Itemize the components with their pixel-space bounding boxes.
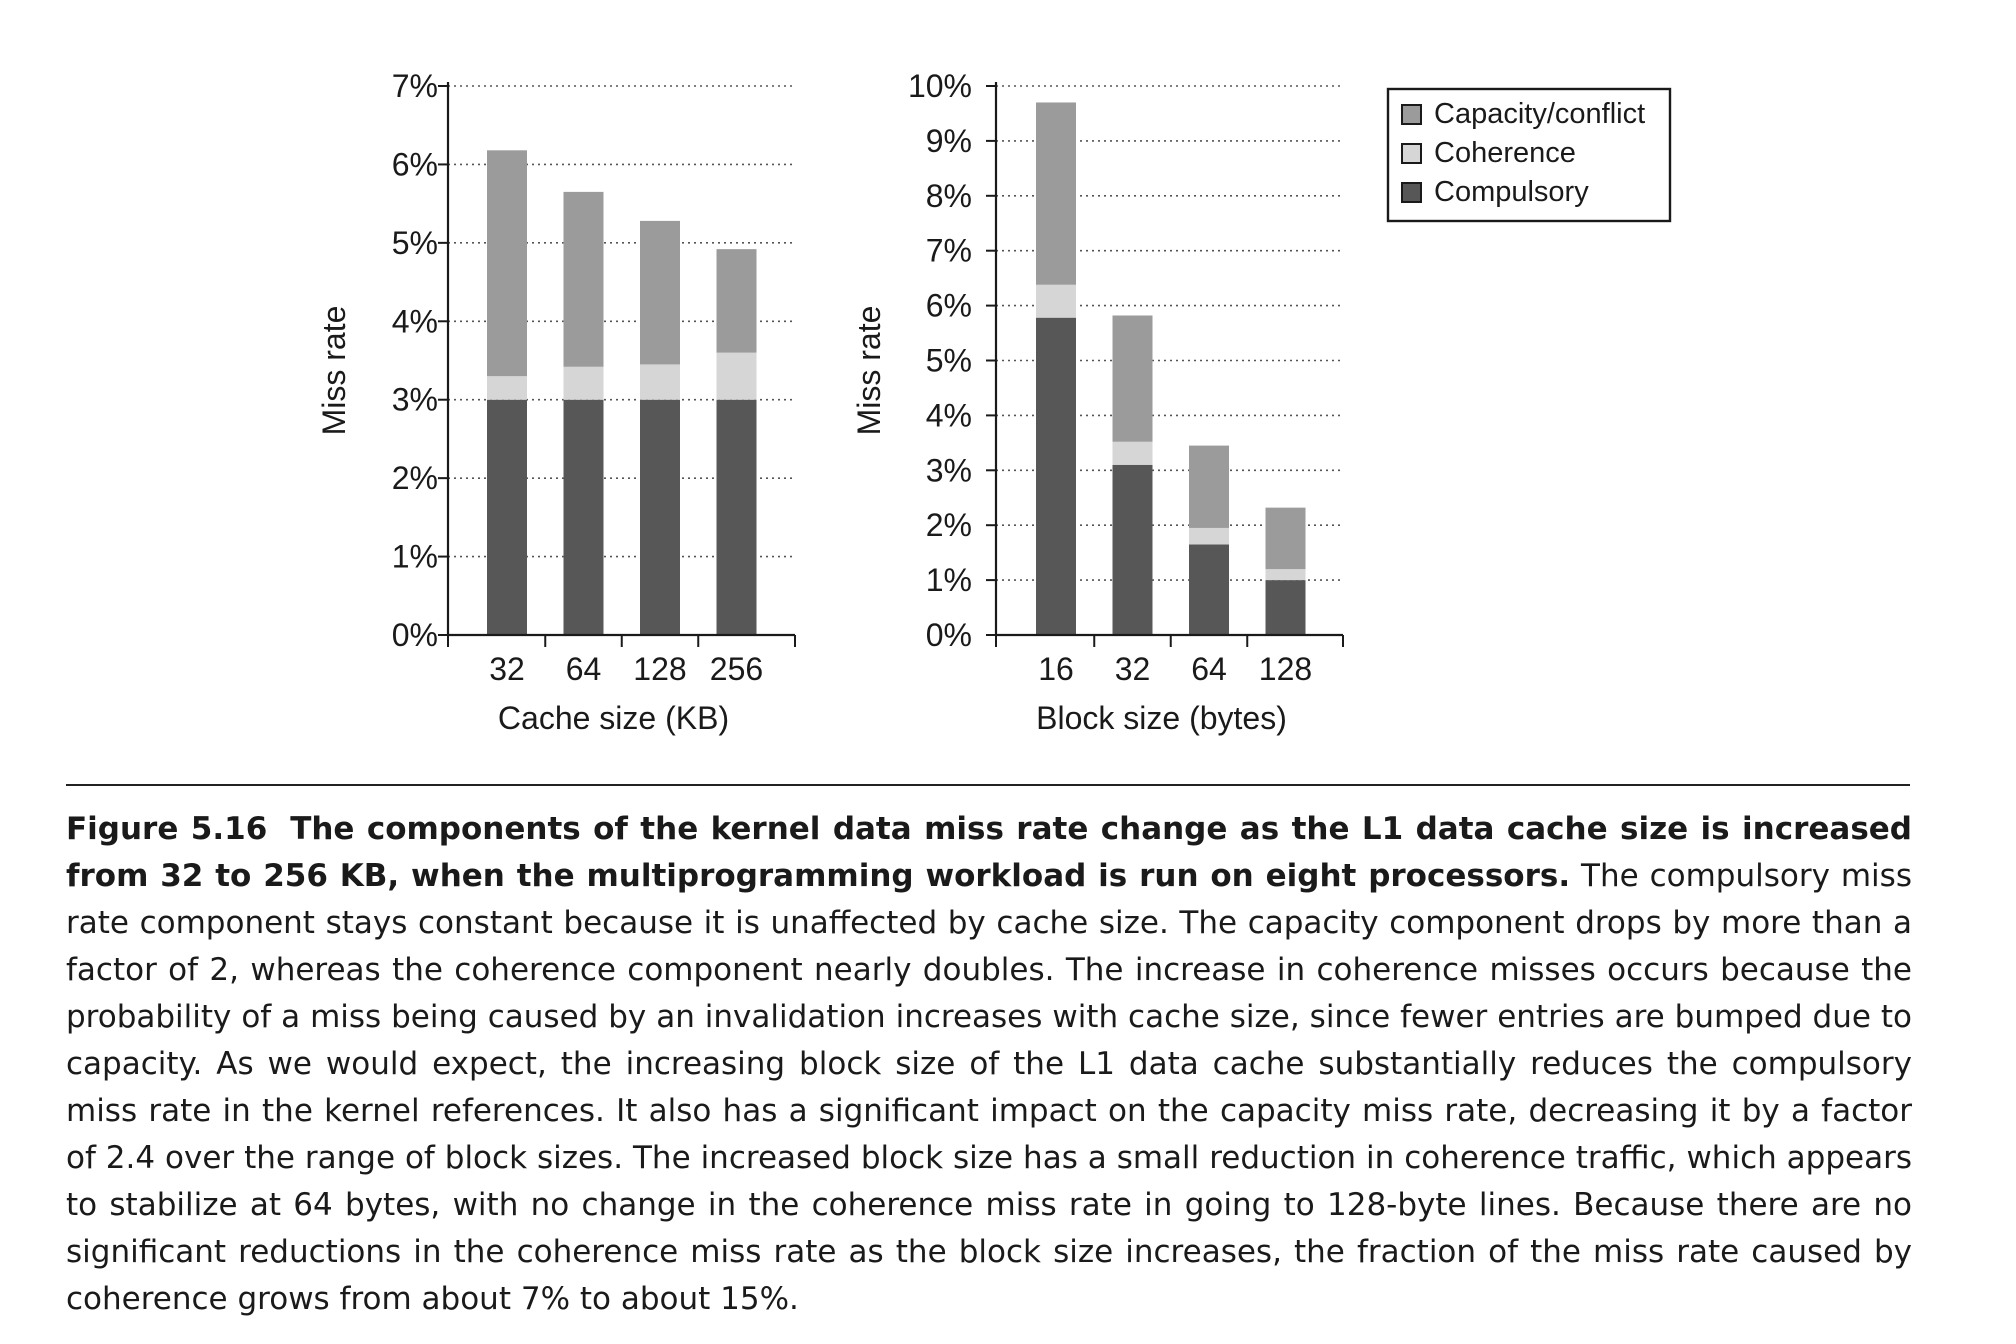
legend-label: Capacity/conflict	[1434, 98, 1645, 130]
bar-coherence	[716, 352, 757, 400]
x-tick-label: 128	[633, 651, 686, 687]
bar-compulsory	[640, 399, 680, 635]
bar-capacity-conflict	[716, 249, 757, 353]
legend-box	[1386, 87, 1672, 223]
x-tick-label: 64	[566, 651, 602, 687]
y-tick-label: 8%	[926, 178, 972, 214]
legend-label: Coherence	[1434, 137, 1576, 169]
bar-capacity-conflict	[487, 150, 527, 377]
y-tick-label: 10%	[908, 68, 972, 104]
y-tick-label: 5%	[926, 343, 972, 379]
caption-body: The compulsory miss rate component stays…	[66, 858, 1912, 1317]
bar-compulsory	[1112, 464, 1153, 635]
bar-compulsory	[487, 399, 527, 635]
x-tick-label: 256	[710, 651, 763, 687]
x-tick-label: 32	[1115, 651, 1151, 687]
caption-divider	[66, 784, 1910, 786]
x-tick-label: 32	[489, 651, 525, 687]
x-axis-label: Cache size (KB)	[498, 700, 729, 736]
legend-swatch-coherence	[1401, 143, 1422, 164]
y-tick-label: 7%	[926, 233, 972, 269]
bar-coherence	[563, 366, 604, 400]
y-tick-label: 2%	[926, 507, 972, 543]
bar-compulsory	[716, 399, 757, 635]
y-tick-label: 3%	[926, 452, 972, 488]
y-tick-label: 6%	[392, 146, 438, 182]
legend: Capacity/conflict Coherence Compulsory	[1386, 87, 1672, 223]
legend-swatch-compulsory	[1401, 182, 1422, 203]
bar-capacity-conflict	[1189, 445, 1229, 528]
y-tick-label: 1%	[926, 562, 972, 598]
legend-swatch-capacity-conflict	[1401, 104, 1422, 125]
bar-capacity-conflict	[1265, 507, 1306, 570]
y-axis-label: Miss rate	[851, 306, 887, 436]
bar-coherence	[1265, 569, 1306, 581]
y-tick-label: 5%	[392, 225, 438, 261]
chart-cache-size: 0% 1% 2% 3% 4% 5% 6% 7% 32 64 128 256 Cache size (KB…	[316, 68, 796, 736]
chart-block-size: 0% 1% 2% 3% 4% 5% 6% 7% 8% 9% 10% 16 32 64 128 Block si…	[851, 68, 1344, 736]
x-axis-label: Block size (bytes)	[1036, 700, 1287, 736]
bar-coherence	[640, 364, 680, 400]
x-tick-label: 16	[1038, 651, 1074, 687]
y-tick-label: 7%	[392, 68, 438, 104]
bar-capacity-conflict	[563, 191, 604, 367]
figure-charts: 0% 1% 2% 3% 4% 5% 6% 7% 32 64 128 256 Cache size (KB…	[316, 68, 1672, 736]
y-tick-label: 4%	[926, 397, 972, 433]
bar-compulsory	[1189, 544, 1229, 635]
caption-title: The components of the kernel data miss r…	[66, 811, 1912, 894]
bar-coherence	[487, 376, 527, 400]
y-tick-label: 4%	[392, 303, 438, 339]
bar-capacity-conflict	[640, 220, 680, 365]
figure-caption: Figure 5.16 The components of the kernel…	[66, 806, 1912, 1323]
y-tick-label: 9%	[926, 123, 972, 159]
bar-capacity-conflict	[1112, 315, 1153, 442]
y-tick-label: 6%	[926, 288, 972, 324]
bar-coherence	[1036, 284, 1076, 318]
bar-coherence	[1112, 441, 1153, 465]
x-tick-label: 64	[1191, 651, 1227, 687]
y-tick-label: 1%	[392, 539, 438, 575]
y-tick-label: 3%	[392, 382, 438, 418]
y-tick-label: 0%	[392, 617, 438, 653]
bar-compulsory	[1265, 580, 1306, 635]
legend-label: Compulsory	[1434, 176, 1589, 208]
y-tick-label: 2%	[392, 460, 438, 496]
bar-compulsory	[1036, 317, 1076, 635]
bar-compulsory	[563, 399, 604, 635]
bar-capacity-conflict	[1036, 102, 1076, 285]
bar-coherence	[1189, 527, 1229, 545]
caption-label: Figure 5.16	[66, 811, 268, 847]
x-tick-label: 128	[1259, 651, 1312, 687]
y-axis-label: Miss rate	[316, 306, 352, 436]
y-tick-label: 0%	[926, 617, 972, 653]
